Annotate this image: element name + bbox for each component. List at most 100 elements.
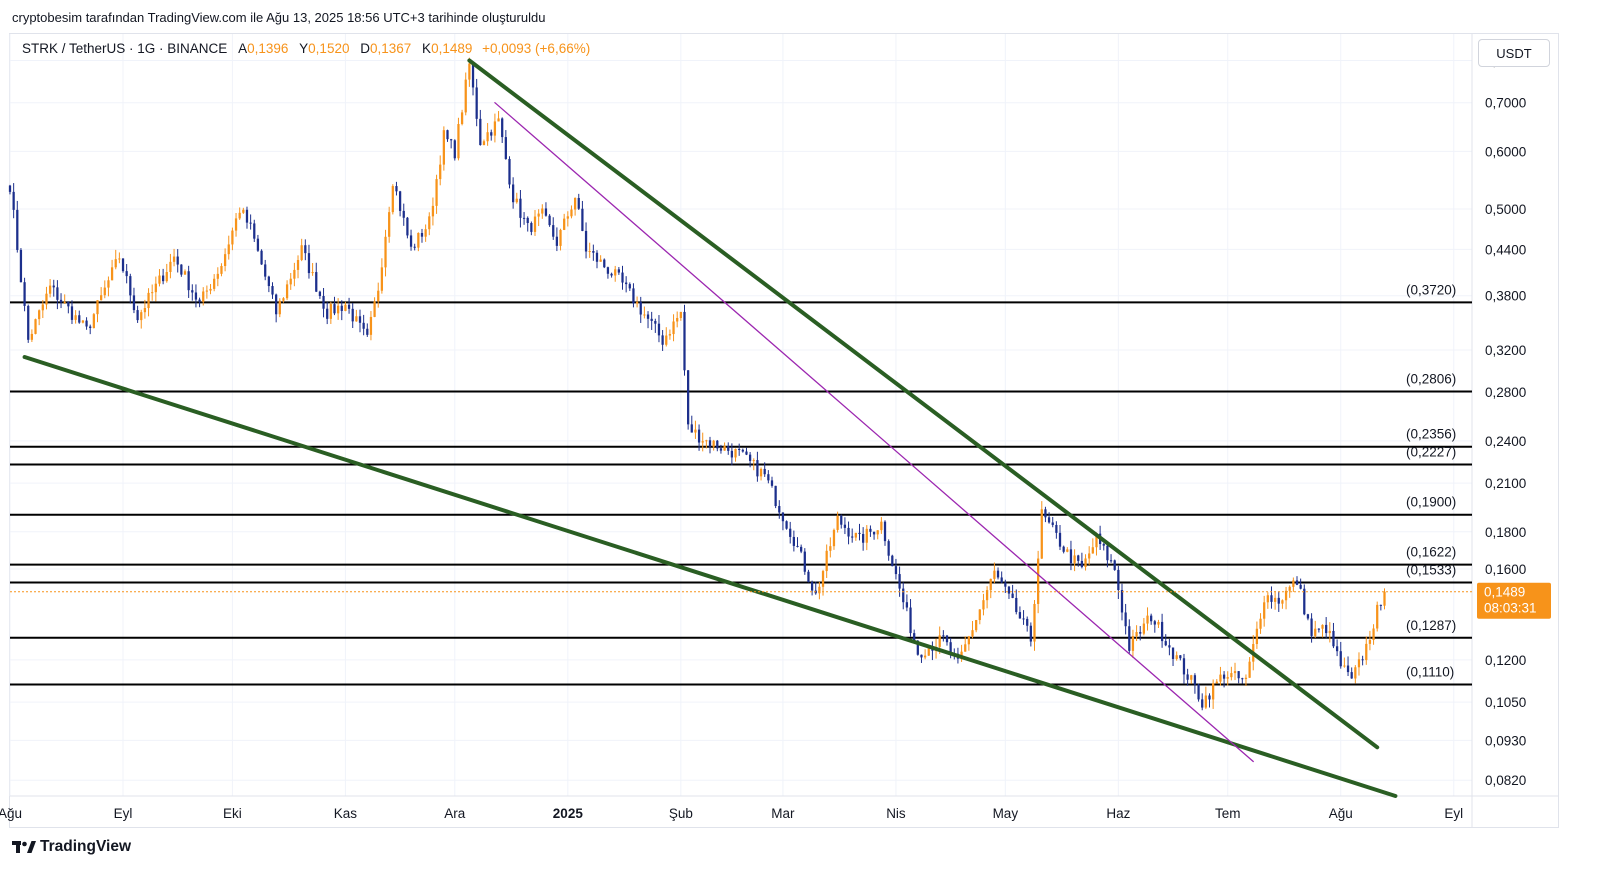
candlestick-series: [8, 57, 1386, 711]
candle-body: [712, 440, 715, 447]
candle-body: [198, 299, 201, 302]
candle-body: [402, 210, 405, 218]
candle-body: [285, 284, 289, 299]
candle-body: [450, 139, 453, 141]
candle-body: [1354, 667, 1357, 679]
candle-body: [249, 222, 252, 224]
candle-body: [1051, 522, 1054, 525]
candle-body: [227, 244, 230, 255]
candle-body: [12, 191, 15, 210]
candle-body: [985, 590, 989, 601]
candle-body: [1069, 549, 1073, 564]
candle-body: [143, 308, 147, 313]
price-tick-label: 0,0820: [1485, 773, 1526, 788]
candle-body: [1109, 560, 1113, 562]
candle-body: [1102, 544, 1105, 546]
candle-body: [1299, 584, 1302, 589]
currency-button[interactable]: USDT: [1478, 39, 1550, 67]
candle-body: [1208, 695, 1211, 700]
candle-body: [1047, 517, 1051, 523]
candle-body: [829, 546, 832, 551]
candle-body: [1018, 612, 1022, 619]
candle-body: [1314, 628, 1317, 636]
candle-body: [894, 566, 898, 575]
time-tick-label: Kas: [334, 806, 358, 821]
candle-body: [358, 316, 362, 323]
candle-body: [464, 79, 467, 113]
tradingview-logo[interactable]: TradingView: [12, 838, 131, 856]
candle-body: [865, 528, 868, 543]
candle-body: [74, 315, 77, 320]
candle-body: [442, 130, 445, 165]
candle-body: [1222, 674, 1226, 679]
candle-body: [533, 216, 537, 232]
candle-body: [45, 293, 48, 305]
candle-body: [559, 229, 562, 246]
candle-body: [1033, 603, 1036, 642]
last-price-tag: [1477, 582, 1551, 619]
time-tick-label: Eyl: [114, 806, 133, 821]
candle-body: [129, 276, 132, 296]
candle-body: [420, 233, 424, 237]
candle-body: [792, 536, 795, 546]
candle-body: [183, 271, 187, 275]
candle-body: [100, 295, 103, 301]
candle-body: [738, 448, 741, 450]
candle-body: [949, 642, 952, 654]
candle-body: [858, 532, 861, 535]
candle-body: [880, 521, 883, 531]
candle-body: [256, 238, 260, 251]
level-label: (0,2356): [1406, 427, 1456, 442]
candle-body: [789, 528, 792, 537]
candle-body: [646, 314, 650, 319]
candle-body: [253, 223, 256, 239]
candle-body: [993, 570, 996, 579]
candle-body: [1270, 595, 1273, 602]
candle-body: [1135, 632, 1138, 637]
candle-body: [665, 335, 668, 345]
candle-body: [431, 205, 435, 217]
symbol-title[interactable]: STRK / TetherUS · 1G · BINANCE: [22, 41, 228, 56]
candle-body: [318, 291, 322, 297]
candle-body: [329, 304, 332, 319]
candle-body: [406, 217, 409, 236]
candle-body: [759, 468, 763, 477]
candle-body: [1266, 595, 1269, 603]
candle-body: [1015, 597, 1018, 613]
candle-body: [1055, 524, 1058, 533]
candle-body: [460, 112, 464, 125]
time-tick-label: Ağu: [0, 806, 22, 821]
candle-body: [497, 118, 500, 122]
candle-body: [1295, 580, 1299, 585]
candle-body: [1171, 647, 1175, 659]
candle-body: [1317, 628, 1321, 630]
candle-body: [1153, 621, 1156, 625]
candle-body: [293, 269, 296, 279]
candle-body: [752, 460, 755, 462]
candle-body: [1259, 618, 1262, 629]
candle-body: [242, 209, 245, 213]
candle-body: [1193, 675, 1197, 685]
candle-body: [1000, 577, 1003, 583]
candle-body: [457, 124, 460, 159]
time-tick-label: Mar: [771, 806, 795, 821]
candle-body: [1044, 509, 1047, 518]
price-tick-label: 0,1200: [1485, 653, 1526, 668]
candle-body: [110, 267, 114, 281]
candle-body: [825, 550, 828, 572]
candle-body: [41, 304, 44, 311]
candle-body: [1066, 549, 1069, 552]
time-tick-label: 2025: [553, 806, 584, 821]
candle-body: [606, 267, 610, 274]
candle-body: [1357, 659, 1361, 668]
trendline-upper-wedge: [467, 58, 1380, 750]
candle-body: [719, 448, 723, 451]
candle-body: [1376, 604, 1379, 629]
candle-body: [1343, 665, 1346, 667]
candle-body: [1007, 586, 1011, 594]
candle-body: [843, 524, 847, 528]
candle-body: [1306, 614, 1310, 619]
candle-body: [501, 118, 504, 138]
candle-body: [639, 302, 642, 315]
